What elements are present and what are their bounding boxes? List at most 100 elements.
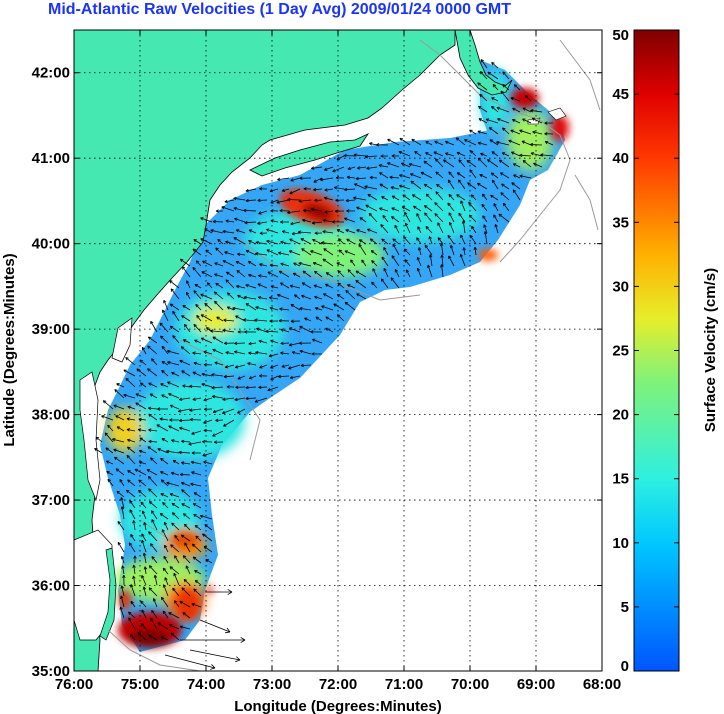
velocity-arrow <box>245 303 257 311</box>
velocity-arrow <box>410 173 422 179</box>
velocity-arrow <box>211 373 224 377</box>
velocity-arrow <box>171 512 180 520</box>
velocity-arrow <box>416 213 422 223</box>
velocity-arrow <box>222 328 235 333</box>
velocity-arrow <box>255 350 268 355</box>
velocity-arrow <box>234 341 246 346</box>
velocity-arrow <box>440 264 444 278</box>
velocity-arrow <box>289 188 301 195</box>
velocity-arrow <box>157 448 169 454</box>
velocity-arrow <box>478 105 488 113</box>
y-tick-label: 37:00 <box>32 492 70 509</box>
velocity-arrow <box>361 259 367 267</box>
velocity-arrow <box>237 408 246 414</box>
velocity-arrow <box>160 479 169 487</box>
velocity-arrow <box>127 438 136 443</box>
velocity-arrow <box>190 482 202 487</box>
velocity-arrow <box>237 294 246 300</box>
velocity-arrow <box>428 236 433 245</box>
velocity-arrow <box>255 306 268 311</box>
velocity-arrow <box>460 200 466 212</box>
velocity-arrow <box>192 267 202 278</box>
velocity-arrow <box>355 176 367 181</box>
velocity-arrow <box>160 493 169 498</box>
velocity-arrow <box>344 301 356 311</box>
velocity-arrow <box>126 417 136 421</box>
velocity-arrow <box>335 198 345 202</box>
velocity-arrow <box>140 501 147 509</box>
velocity-arrow <box>142 552 147 564</box>
velocity-arrow <box>469 234 477 245</box>
velocity-arrow <box>259 374 268 378</box>
velocity-arrow <box>140 623 147 630</box>
velocity-arrow <box>148 413 158 421</box>
velocity-arrow <box>167 360 180 366</box>
velocity-arrow <box>193 323 202 333</box>
velocity-arrow <box>157 407 169 411</box>
velocity-arrow <box>132 564 136 575</box>
velocity-arrow <box>321 305 334 311</box>
velocity-arrow <box>298 261 312 267</box>
land-cape-cod <box>454 30 513 96</box>
velocity-arrow <box>293 262 301 267</box>
velocity-arrow <box>544 140 554 146</box>
velocity-arrow <box>466 159 477 168</box>
velocity-arrow <box>169 404 180 410</box>
velocity-arrow <box>183 578 191 586</box>
velocity-arrow <box>243 318 257 322</box>
velocity-arrow <box>182 612 191 619</box>
velocity-arrow <box>179 426 191 432</box>
hotspot-nantucket <box>511 88 539 108</box>
velocity-arrow <box>123 393 136 399</box>
velocity-arrow <box>234 397 246 402</box>
velocity-arrow <box>408 162 422 168</box>
velocity-arrow <box>294 294 301 300</box>
velocity-arrow <box>113 404 125 410</box>
velocity-arrow <box>169 566 180 575</box>
velocity-arrow <box>413 205 422 212</box>
velocity-arrow <box>148 587 158 597</box>
velocity-arrow <box>169 325 180 333</box>
velocity-arrow <box>255 240 268 245</box>
velocity-arrow <box>437 222 444 234</box>
velocity-arrow <box>386 162 400 168</box>
velocity-arrow <box>258 210 268 215</box>
velocity-arrow <box>544 132 554 136</box>
velocity-arrow <box>483 224 488 234</box>
velocity-arrow <box>269 319 279 323</box>
velocity-arrow <box>501 152 510 157</box>
velocity-arrow <box>428 254 433 267</box>
velocity-arrow <box>479 174 488 179</box>
velocity-arrow <box>302 218 312 223</box>
velocity-arrow <box>141 575 147 586</box>
velocity-arrow <box>237 375 246 380</box>
velocity-arrow <box>336 229 345 234</box>
velocity-arrow <box>161 361 169 366</box>
velocity-arrow <box>181 587 191 597</box>
velocity-arrow <box>138 460 147 465</box>
velocity-arrow <box>221 206 235 212</box>
velocity-arrow <box>237 330 246 334</box>
velocity-arrow <box>141 346 147 355</box>
velocity-arrow <box>226 292 235 300</box>
velocity-arrow <box>270 285 279 289</box>
velocity-arrow <box>502 127 510 135</box>
velocity-arrow <box>367 193 378 201</box>
velocity-arrow <box>524 94 532 102</box>
velocity-arrow <box>314 198 323 203</box>
velocity-arrow <box>292 272 301 278</box>
velocity-arrow <box>203 428 213 433</box>
velocity-arrow <box>471 225 477 234</box>
velocity-arrow <box>203 546 213 553</box>
velocity-arrow <box>243 295 257 300</box>
velocity-arrow <box>369 175 378 180</box>
velocity-arrow <box>289 238 301 245</box>
velocity-arrow-long <box>205 589 233 595</box>
velocity-arrow <box>345 229 356 234</box>
velocity-arrow <box>420 171 433 179</box>
velocity-arrow <box>389 175 400 180</box>
velocity-arrow <box>120 585 125 597</box>
velocity-arrow <box>302 208 312 213</box>
velocity-arrow <box>299 325 312 333</box>
velocity-arrow <box>126 454 136 465</box>
